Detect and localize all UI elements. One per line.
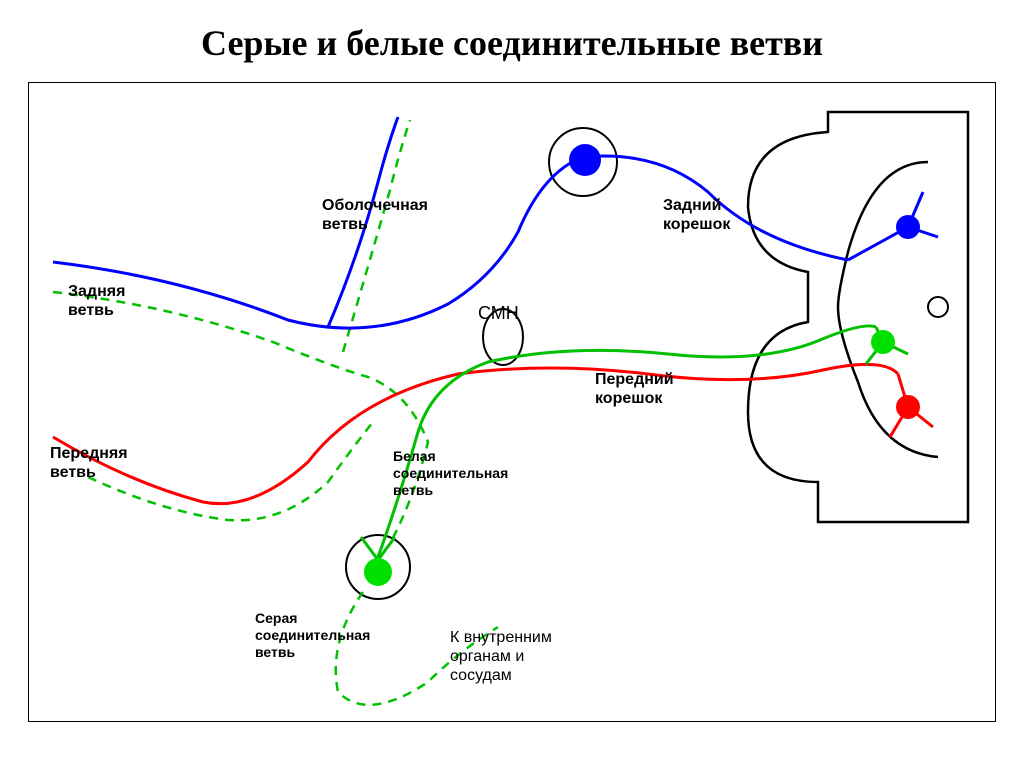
green-neuron-ganglion [364, 558, 392, 586]
label-to-organs: К внутренниморганам исосудам [450, 628, 552, 686]
label-gray-ramus: Сераясоединительнаяветвь [255, 610, 370, 660]
green-solid-fiber [378, 326, 876, 557]
blue-neuron-ganglion [569, 144, 601, 176]
label-anterior-root: Переднийкорешок [595, 370, 674, 408]
label-posterior-root: Заднийкорешок [663, 196, 730, 234]
label-meningeal-branch: Оболочечнаяветвь [322, 196, 428, 234]
label-anterior-branch: Передняяветвь [50, 444, 150, 482]
green-dash-meningeal [343, 120, 410, 352]
blue-terminal [848, 192, 938, 260]
blue-neuron-cord [896, 215, 920, 239]
nerve-diagram [28, 82, 996, 722]
page-title: Серые и белые соединительные ветви [0, 0, 1024, 78]
label-smn: СМН [478, 303, 519, 325]
green-dash-upper [53, 292, 428, 547]
gray-matter-outline [838, 162, 938, 457]
central-canal [928, 297, 948, 317]
label-white-ramus: Белаясоединительнаяветвь [393, 448, 508, 498]
red-neuron-soma [896, 395, 920, 419]
label-posterior-branch: Задняяветвь [68, 282, 148, 320]
green-neuron-cord [871, 330, 895, 354]
